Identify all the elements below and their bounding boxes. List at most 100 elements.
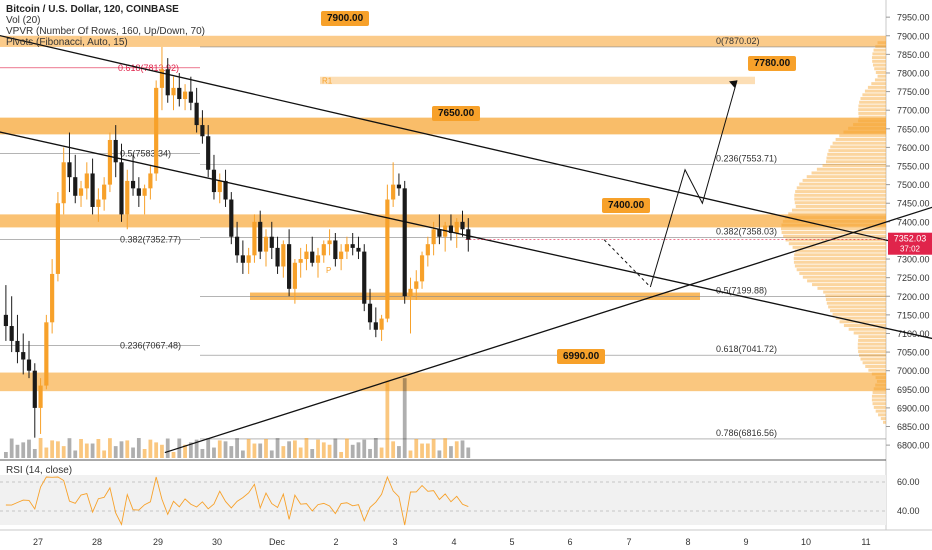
candle-body [373, 322, 378, 330]
volume-bar [414, 438, 419, 458]
price-tick-label: 7900.00 [897, 31, 930, 41]
candle-body [107, 139, 113, 185]
fib-right-label: 0.618(7041.72) [716, 344, 777, 354]
time-tick-label: 9 [743, 537, 748, 547]
candle-body [3, 314, 8, 327]
vpvr-bar [872, 63, 886, 67]
rsi-tick-label: 40.00 [897, 506, 920, 516]
vpvr-bar [872, 402, 886, 406]
projection-path [649, 80, 738, 288]
fib-left-label: 0.236(7067.48) [120, 341, 181, 351]
projection-arrowhead [729, 80, 738, 89]
candle-body [362, 251, 367, 304]
price-tick-label: 7050.00 [897, 348, 930, 358]
candle-body [119, 162, 124, 215]
vpvr-bar [843, 324, 886, 328]
vpvr-bar [853, 123, 886, 127]
annotation-7900: 7900.00 [321, 11, 370, 26]
vpvr-bar [873, 405, 886, 409]
vpvr-bar [862, 361, 886, 365]
candle-body [448, 225, 454, 233]
vpvr-bar [876, 379, 886, 383]
vpvr-bar [843, 130, 886, 134]
volume-bar [240, 450, 245, 458]
volume-bar [171, 451, 176, 458]
candle-body [206, 136, 211, 170]
price-tick-label: 7300.00 [897, 255, 930, 265]
volume-bar [449, 446, 453, 458]
candle-body [275, 247, 280, 267]
candle-body [32, 370, 37, 408]
volume-bar [397, 446, 401, 458]
annotation-7400: 7400.00 [602, 198, 651, 213]
volume-bar [61, 446, 66, 458]
fib-left-label: 0.382(7352.77) [120, 234, 181, 244]
chart-legend: Bitcoin / U.S. Dollar, 120, COINBASE Vol… [6, 4, 205, 48]
vpvr-bar [839, 320, 886, 324]
volume-bar [21, 442, 26, 458]
candle-body [73, 177, 78, 196]
volume-bar [90, 443, 95, 458]
candle-body [235, 236, 240, 256]
volume-bar [264, 439, 268, 458]
volume-bar [310, 449, 315, 458]
vpvr-bar [794, 264, 886, 268]
vpvr-bar [796, 186, 886, 190]
candle-body [258, 221, 263, 252]
vpvr-bar [822, 164, 886, 168]
volume-bar [50, 440, 55, 458]
vpvr-bar [825, 294, 886, 298]
candle-body [148, 173, 153, 189]
vpvr-bar [853, 331, 886, 335]
candle-body [460, 221, 465, 230]
zone-7650 [0, 117, 886, 135]
candle-body [67, 162, 72, 178]
vpvr-bar [788, 212, 886, 216]
price-tick-label: 7800.00 [897, 68, 930, 78]
candle-body [61, 162, 66, 204]
volume-bar [437, 450, 442, 458]
time-tick-label: 6 [567, 537, 572, 547]
candle-body [188, 91, 193, 103]
vpvr-bar [858, 108, 886, 112]
vpvr-bar [873, 387, 886, 391]
vpvr-bar [811, 171, 886, 175]
candle-body [391, 184, 396, 200]
projection-dashed [603, 239, 651, 288]
vpvr-bar [858, 350, 886, 354]
time-tick-label: 27 [33, 537, 43, 547]
price-tick-label: 7550.00 [897, 162, 930, 172]
trendline-rising [164, 206, 932, 454]
price-tick-label: 7700.00 [897, 106, 930, 116]
vpvr-bar [830, 309, 886, 313]
volume-bar [246, 438, 251, 458]
volume-bar [200, 448, 205, 458]
time-tick-label: 29 [153, 537, 163, 547]
volume-bar [56, 441, 60, 458]
volume-bar [229, 446, 234, 458]
volume-bar [269, 450, 274, 458]
candle-body [408, 288, 413, 297]
candle-body [431, 229, 436, 245]
volume-bar [125, 440, 130, 458]
vpvr-bar [802, 178, 886, 182]
vpvr-bar [878, 413, 886, 417]
price-tick-label: 7950.00 [897, 13, 930, 23]
volume-bar [113, 446, 118, 458]
time-tick-label: 4 [451, 537, 456, 547]
candle-body [425, 244, 430, 256]
volume-bar [44, 447, 49, 458]
vpvr-bar [860, 357, 886, 361]
volume-bar [102, 450, 107, 458]
vpvr-bar [825, 297, 886, 301]
volume-bar [327, 444, 332, 458]
time-tick-label: 30 [212, 537, 222, 547]
vpvr-bar [858, 119, 886, 123]
volume-bar [321, 442, 326, 458]
candle-body [113, 139, 118, 163]
price-tick-label: 6950.00 [897, 385, 930, 395]
time-tick-label: 3 [392, 537, 397, 547]
candle-body [339, 251, 344, 260]
candle-body [240, 255, 245, 263]
